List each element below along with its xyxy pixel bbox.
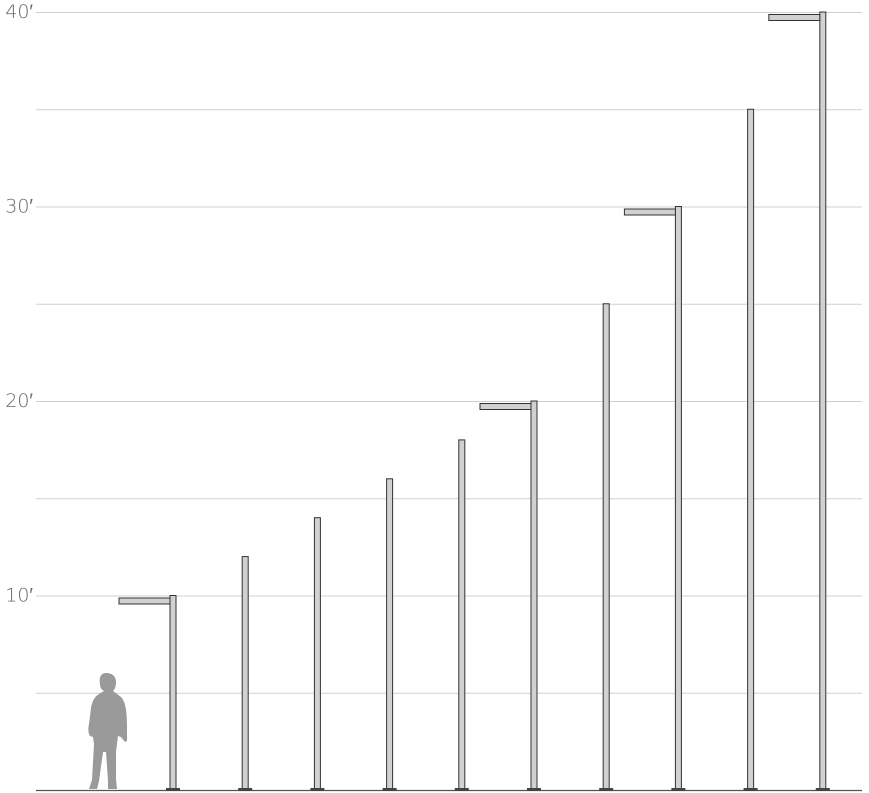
y-tick-label: 20′ — [5, 390, 33, 412]
pole-shaft — [458, 439, 466, 791]
pole — [238, 556, 253, 791]
human-silhouette-icon — [88, 673, 127, 789]
pole-base-plate — [238, 788, 253, 791]
pole-base-plate — [166, 788, 180, 791]
pole-base-plate — [310, 788, 325, 791]
pole-base-plate — [382, 788, 397, 791]
pole — [454, 439, 469, 791]
y-axis-tick-labels: 10′ 20′ 30′ 40′ — [5, 1, 33, 607]
pole-shaft — [386, 478, 394, 791]
pole — [382, 478, 397, 791]
pole — [743, 108, 758, 791]
pole-shaft — [530, 400, 538, 791]
pole — [118, 595, 180, 791]
luminaire-arm — [118, 597, 171, 605]
pole-shaft — [169, 595, 177, 791]
luminaire-arm — [623, 208, 676, 216]
luminaire-arm — [768, 14, 821, 21]
pole — [479, 400, 541, 791]
pole-shaft — [747, 108, 755, 791]
y-tick-label: 40′ — [5, 1, 33, 23]
gridlines — [36, 12, 862, 792]
luminaire-arm — [479, 403, 532, 410]
poles — [118, 11, 830, 791]
pole-base-plate — [815, 788, 830, 791]
pole — [623, 206, 686, 791]
pole — [310, 517, 325, 791]
pole — [599, 303, 614, 791]
y-tick-label: 10′ — [5, 585, 33, 607]
pole-base-plate — [743, 788, 758, 791]
y-tick-label: 30′ — [5, 196, 33, 218]
pole-base-plate — [454, 788, 469, 791]
human-scale-figure — [88, 673, 127, 789]
pole-shaft — [313, 517, 321, 791]
pole-shaft — [602, 303, 610, 791]
pole-base-plate — [527, 788, 541, 791]
pole-base-plate — [599, 788, 614, 791]
pole-shaft — [241, 556, 249, 791]
pole-shaft — [674, 206, 682, 791]
pole-base-plate — [671, 788, 686, 791]
pole-shaft — [819, 11, 827, 791]
pole — [768, 11, 830, 791]
